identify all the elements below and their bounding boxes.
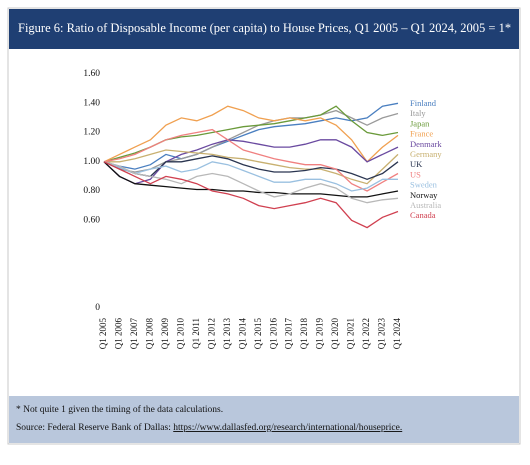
x-tick-label: Q1 2024 — [392, 318, 402, 350]
series-line — [103, 128, 399, 192]
x-tick-label: Q1 2019 — [315, 318, 325, 350]
x-tick-label: Q1 2010 — [175, 318, 185, 350]
chart-title: Figure 6: Ratio of Disposable Income (pe… — [18, 21, 511, 35]
legend-label: US — [410, 169, 421, 179]
x-tick-label: Q1 2006 — [114, 318, 124, 350]
x-tick-label: Q1 2007 — [129, 318, 139, 350]
source: Source: Federal Reserve Bank of Dallas: … — [16, 422, 402, 433]
series-line — [104, 149, 399, 185]
x-tick-label: Q1 2005 — [98, 318, 108, 350]
x-tick-label: Q1 2022 — [361, 318, 371, 349]
series-line — [103, 102, 399, 170]
y-tick-label: 1.20 — [83, 128, 100, 138]
legend-label: Australia — [410, 200, 441, 210]
x-tick-label: Q1 2011 — [191, 318, 201, 349]
y-tick-label: 1.00 — [83, 157, 100, 167]
x-tick-label: Q1 2020 — [330, 318, 340, 350]
legend-label: France — [410, 129, 433, 139]
series-line — [103, 161, 399, 229]
x-tick-label: Q1 2016 — [268, 318, 278, 350]
y-tick-label: 1.40 — [83, 98, 100, 108]
legend-label: Sweden — [410, 180, 438, 190]
footnote: * Not quite 1 given the timing of the da… — [16, 404, 223, 415]
source-text: Source: Federal Reserve Bank of Dallas: — [16, 422, 171, 433]
frame — [7, 7, 521, 445]
x-tick-label: Q1 2008 — [144, 318, 154, 350]
series-line — [103, 155, 399, 180]
series-line — [103, 161, 399, 204]
y-tick-label: 0.80 — [83, 186, 100, 196]
legend-label: UK — [410, 159, 423, 169]
header-band — [9, 9, 519, 49]
x-tick-label: Q1 2013 — [222, 318, 232, 350]
legend-label: Japan — [410, 118, 430, 128]
legend-label: Denmark — [410, 139, 442, 149]
x-tick-label: Q1 2017 — [284, 318, 294, 350]
x-tick-label: Q1 2023 — [377, 318, 387, 350]
y-tick-label: 1.60 — [83, 69, 100, 79]
x-tick-label: Q1 2015 — [253, 318, 263, 350]
series-line — [103, 109, 399, 173]
x-tick-label: Q1 2014 — [237, 318, 247, 350]
legend-label: Finland — [410, 98, 437, 108]
legend-label: Canada — [410, 210, 436, 220]
legend-label: Germany — [410, 149, 442, 159]
series-line — [103, 105, 399, 163]
legend-label: Italy — [410, 108, 426, 118]
source-link[interactable]: https://www.dallasfed.org/research/inter… — [173, 422, 402, 433]
x-tick-label: Q1 2009 — [160, 318, 170, 350]
x-tick-label: Q1 2018 — [299, 318, 309, 350]
x-tick-label: Q1 2021 — [346, 318, 356, 349]
x-tick-label: Q1 2012 — [206, 318, 216, 349]
y-tick-label: 0.60 — [83, 215, 100, 225]
y-tick-label: 0 — [95, 303, 100, 313]
legend-label: Norway — [410, 190, 438, 200]
footer-band — [9, 396, 519, 443]
series-line — [103, 161, 398, 192]
